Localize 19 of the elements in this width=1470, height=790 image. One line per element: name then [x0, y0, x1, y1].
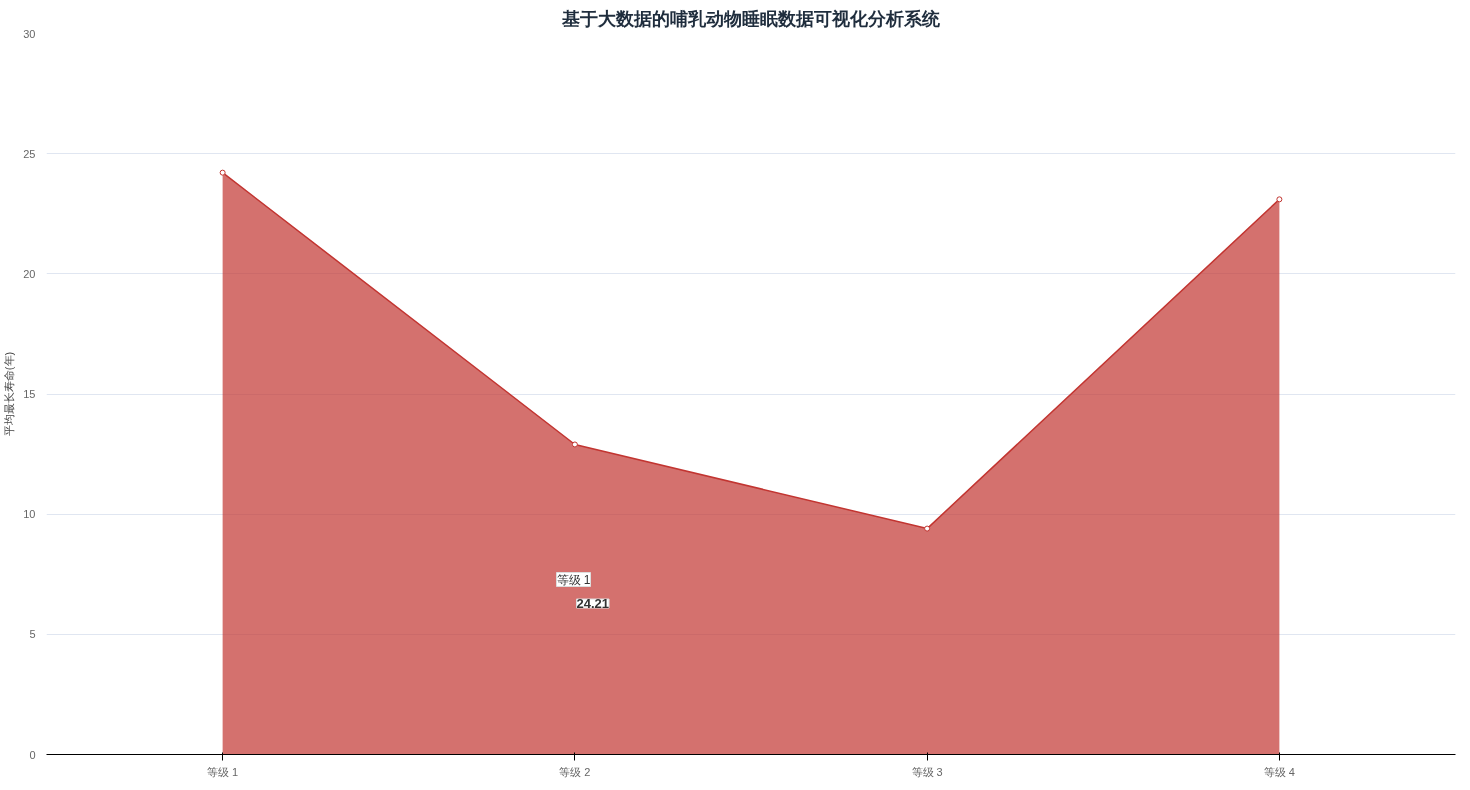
y-tick-label: 20 — [23, 267, 36, 280]
x-tick-label: 等级 4 — [1263, 765, 1295, 778]
chart-title: 基于大数据的哺乳动物睡眠数据可视化分析系统 — [561, 7, 941, 29]
y-tick-label: 0 — [29, 748, 36, 761]
point — [1276, 196, 1283, 203]
x-tick-label: 等级 2 — [559, 765, 591, 778]
y-tick-label: 30 — [23, 27, 36, 40]
y-tick-label: 25 — [23, 147, 36, 160]
point — [571, 441, 578, 448]
y-tick-label: 5 — [29, 628, 36, 641]
y-axis-title: 平均最长寿命(年) — [3, 351, 16, 437]
x-tick-label: 等级 3 — [911, 765, 943, 778]
x-tick-label: 等级 1 — [207, 765, 239, 778]
point — [219, 169, 226, 176]
point — [924, 525, 931, 532]
y-tick-label: 15 — [23, 388, 36, 400]
y-tick-label: 10 — [23, 508, 36, 521]
annotation: 等级 1 — [556, 572, 591, 587]
annotation: 24.21 — [576, 596, 610, 611]
